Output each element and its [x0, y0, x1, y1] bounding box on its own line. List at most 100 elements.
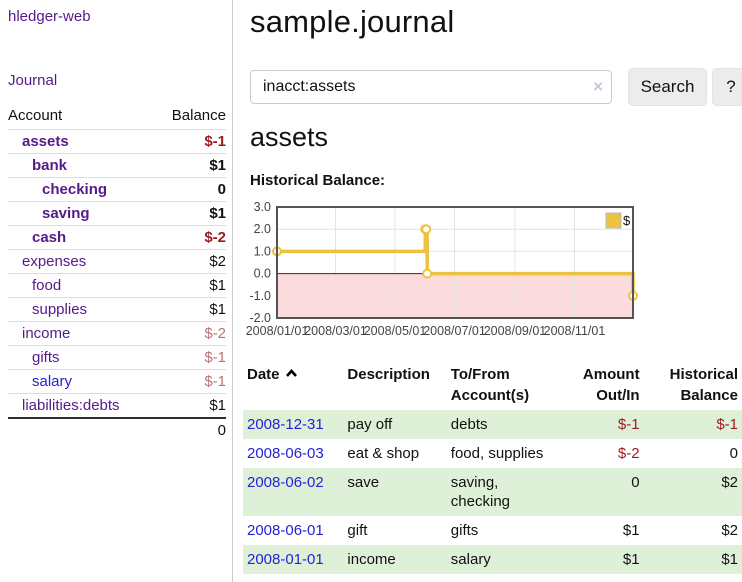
y-axis-label: 1.0	[254, 244, 271, 258]
account-balance: $-1	[204, 133, 226, 150]
transaction-accounts: debts	[450, 416, 488, 433]
account-link-supplies[interactable]: supplies	[32, 301, 88, 318]
register-row: 2008-12-31 pay off debts $-1 $-1	[243, 410, 742, 439]
search-input-wrap: ×	[250, 70, 612, 104]
account-balance: $1	[209, 397, 226, 414]
account-link-liabilities-debts[interactable]: liabilities:debts	[22, 397, 120, 414]
transaction-balance: $-1	[716, 416, 738, 433]
x-axis-label: 2008/11/01	[544, 324, 606, 338]
account-link-income[interactable]: income	[22, 325, 71, 342]
transaction-amount: $-2	[617, 445, 640, 462]
account-row: income $-2	[8, 321, 226, 346]
transaction-description: eat & shop	[347, 445, 420, 462]
account-row: food $1	[8, 273, 226, 298]
account-row: assets $-1	[8, 129, 226, 154]
transaction-date-link[interactable]: 2008-06-01	[247, 522, 324, 539]
sort-ascending-icon	[285, 369, 297, 377]
account-balance: $1	[209, 301, 226, 318]
register-row: 2008-06-01 gift gifts $1 $2	[243, 516, 742, 545]
chart-point	[421, 224, 432, 235]
transaction-description: pay off	[347, 416, 393, 433]
account-row: bank $1	[8, 153, 226, 178]
transaction-balance: $1	[721, 551, 738, 568]
account-balance: $-1	[204, 373, 226, 390]
x-axis-label: 2008/05/01	[364, 324, 427, 338]
account-balance: $-1	[204, 349, 226, 366]
account-link-checking[interactable]: checking	[42, 181, 108, 198]
transaction-amount: $-1	[617, 416, 640, 433]
account-balance: $1	[209, 157, 226, 174]
x-axis-label: 2008/03/01	[304, 324, 367, 338]
legend-label: $	[623, 213, 631, 228]
transaction-amount: $1	[622, 522, 640, 539]
account-link-expenses[interactable]: expenses	[22, 253, 87, 270]
transaction-amount: $1	[622, 551, 640, 568]
col-date[interactable]: Date	[243, 362, 343, 410]
app-title-link[interactable]: hledger-web	[8, 8, 91, 25]
transaction-date-link[interactable]: 2008-01-01	[247, 551, 324, 568]
sidebar: hledger-web Journal Account Balance asse…	[0, 0, 233, 582]
y-axis-label: 2.0	[254, 222, 271, 236]
account-link-gifts[interactable]: gifts	[32, 349, 60, 366]
transaction-date-link[interactable]: 2008-06-02	[247, 474, 324, 491]
accounts-total: 0	[217, 422, 226, 439]
x-axis-label: 2008/01/01	[246, 324, 309, 338]
account-row: liabilities:debts $1	[8, 393, 226, 419]
y-axis-label: 3.0	[254, 200, 271, 214]
register-header-row: Date Description To/From Account(s) Amou…	[243, 362, 742, 410]
account-row: saving $1	[8, 201, 226, 226]
transaction-accounts: saving, checking	[450, 474, 510, 510]
accounts-total-row: 0	[8, 418, 226, 442]
balance-chart: $3.0 2.0 1.0 0.0 -1.0 -2.0 2008/01/01 2008/03/0…	[245, 200, 742, 345]
account-link-assets[interactable]: assets	[22, 133, 69, 150]
transaction-accounts: salary	[450, 551, 491, 568]
register-row: 2008-06-03 eat & shop food, supplies $-2…	[243, 439, 742, 468]
account-balance: $1	[209, 277, 226, 294]
main-content: sample.journal × Search ? assets Histori…	[240, 0, 742, 582]
transaction-description: gift	[347, 522, 368, 539]
chart-border	[276, 206, 634, 319]
accounts-col-account: Account	[8, 107, 63, 124]
x-axis-label: 2008/07/01	[423, 324, 486, 338]
account-link-cash[interactable]: cash	[32, 229, 67, 246]
clear-search-icon[interactable]: ×	[593, 77, 603, 96]
search-button[interactable]: Search	[628, 68, 707, 106]
transaction-description: income	[347, 551, 396, 568]
account-row: checking 0	[8, 177, 226, 202]
chart-point	[422, 268, 433, 279]
balance-chart-svg: $3.0 2.0 1.0 0.0 -1.0 -2.02008/01/012008/03/0…	[246, 200, 638, 338]
transaction-amount: 0	[631, 474, 640, 491]
transaction-accounts: gifts	[450, 522, 479, 539]
transaction-balance: 0	[729, 445, 738, 462]
account-balance: 0	[217, 181, 226, 198]
transaction-date-link[interactable]: 2008-06-03	[247, 445, 324, 462]
transaction-balance: $2	[721, 522, 738, 539]
account-link-salary[interactable]: salary	[32, 373, 73, 390]
y-axis-label: -2.0	[249, 311, 271, 325]
account-row: gifts $-1	[8, 345, 226, 370]
register-table: Date Description To/From Account(s) Amou…	[243, 362, 742, 574]
account-row: cash $-2	[8, 225, 226, 250]
account-balance: $2	[209, 253, 226, 270]
transaction-date-link[interactable]: 2008-12-31	[247, 416, 324, 433]
account-heading: assets	[250, 122, 329, 152]
register-row: 2008-01-01 income salary $1 $1	[243, 545, 742, 574]
account-balance: $-2	[204, 325, 226, 342]
col-amount: Amount Out/In	[582, 366, 640, 404]
help-button[interactable]: ?	[712, 68, 742, 106]
y-axis-label: -1.0	[249, 289, 271, 303]
search-input[interactable]	[250, 70, 612, 104]
col-balance: Historical Balance	[669, 366, 738, 404]
page-title: sample.journal	[250, 4, 455, 39]
account-link-saving[interactable]: saving	[42, 205, 90, 222]
account-row: expenses $2	[8, 249, 226, 274]
account-balance: $-2	[204, 229, 226, 246]
legend-swatch	[605, 212, 622, 229]
register-row: 2008-06-02 save saving, checking 0 $2	[243, 468, 742, 516]
account-link-food[interactable]: food	[32, 277, 62, 294]
accounts-header-row: Account Balance	[8, 104, 226, 130]
accounts-table: Account Balance assets $-1 bank $1 checkin…	[8, 104, 226, 442]
sidebar-item-journal[interactable]: Journal	[8, 72, 58, 89]
account-link-bank[interactable]: bank	[32, 157, 68, 174]
transaction-balance: $2	[721, 474, 738, 491]
